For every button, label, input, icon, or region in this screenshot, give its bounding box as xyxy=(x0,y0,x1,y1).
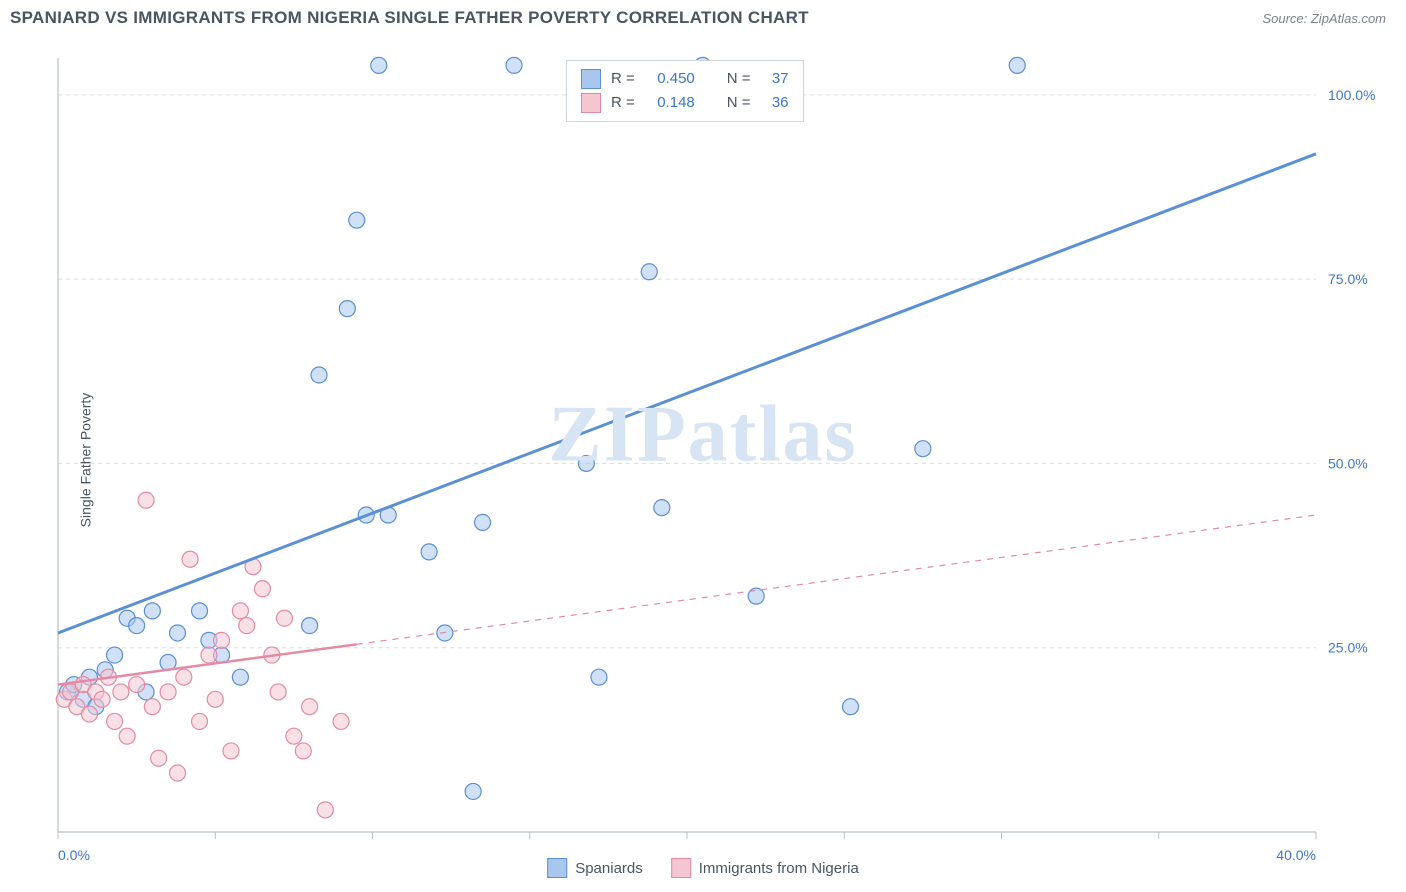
trend-line-extrapolated xyxy=(357,515,1316,644)
data-point xyxy=(239,618,255,634)
data-point xyxy=(317,802,333,818)
x-tick-label: 40.0% xyxy=(1276,847,1316,863)
data-point xyxy=(232,669,248,685)
data-point xyxy=(302,618,318,634)
chart-area: Single Father Poverty ZIPatlas 25.0%50.0… xyxy=(10,38,1396,882)
source-attribution: Source: ZipAtlas.com xyxy=(1262,11,1386,26)
data-point xyxy=(591,669,607,685)
y-tick-label: 50.0% xyxy=(1328,455,1368,471)
data-point xyxy=(107,647,123,663)
chart-header: SPANIARD VS IMMIGRANTS FROM NIGERIA SING… xyxy=(0,0,1406,32)
data-point xyxy=(192,713,208,729)
data-point xyxy=(144,699,160,715)
data-point xyxy=(641,264,657,280)
data-point xyxy=(1009,57,1025,73)
legend-label: Spaniards xyxy=(575,860,643,877)
correlation-stats-box: R = 0.450 N = 37 R = 0.148 N = 36 xyxy=(566,60,804,122)
r-value: 0.148 xyxy=(645,91,695,115)
data-point xyxy=(506,57,522,73)
r-value: 0.450 xyxy=(645,67,695,91)
data-point xyxy=(207,691,223,707)
n-value: 37 xyxy=(761,67,789,91)
n-value: 36 xyxy=(761,91,789,115)
legend-item: Spaniards xyxy=(547,858,643,878)
n-label: N = xyxy=(727,67,751,91)
data-point xyxy=(371,57,387,73)
data-point xyxy=(176,669,192,685)
data-point xyxy=(295,743,311,759)
data-point xyxy=(311,367,327,383)
data-point xyxy=(475,514,491,530)
data-point xyxy=(286,728,302,744)
data-point xyxy=(170,765,186,781)
legend-label: Immigrants from Nigeria xyxy=(699,860,859,877)
series-swatch xyxy=(547,858,567,878)
series-swatch xyxy=(671,858,691,878)
data-point xyxy=(302,699,318,715)
data-point xyxy=(151,750,167,766)
y-axis-label: Single Father Poverty xyxy=(77,393,93,528)
y-tick-label: 75.0% xyxy=(1328,271,1368,287)
data-point xyxy=(654,500,670,516)
data-point xyxy=(182,551,198,567)
series-legend: Spaniards Immigrants from Nigeria xyxy=(547,858,859,878)
data-point xyxy=(349,212,365,228)
data-point xyxy=(421,544,437,560)
data-point xyxy=(160,684,176,700)
data-point xyxy=(94,691,110,707)
data-point xyxy=(138,492,154,508)
data-point xyxy=(81,706,97,722)
chart-title: SPANIARD VS IMMIGRANTS FROM NIGERIA SING… xyxy=(10,8,809,28)
y-tick-label: 25.0% xyxy=(1328,640,1368,656)
data-point xyxy=(465,783,481,799)
data-point xyxy=(223,743,239,759)
scatter-chart: 25.0% 50.0% 75.0% 100.0% 0.0% 40.0% xyxy=(10,38,1396,882)
stats-row: R = 0.148 N = 36 xyxy=(581,91,789,115)
data-point xyxy=(232,603,248,619)
data-point xyxy=(339,301,355,317)
data-point xyxy=(201,647,217,663)
n-label: N = xyxy=(727,91,751,115)
series-swatch xyxy=(581,69,601,89)
data-point xyxy=(748,588,764,604)
data-point xyxy=(170,625,186,641)
data-point xyxy=(578,455,594,471)
series-swatch xyxy=(581,93,601,113)
data-point xyxy=(144,603,160,619)
data-point xyxy=(843,699,859,715)
data-point xyxy=(113,684,129,700)
r-label: R = xyxy=(611,91,635,115)
trend-line xyxy=(58,154,1316,633)
stats-row: R = 0.450 N = 37 xyxy=(581,67,789,91)
data-point xyxy=(129,677,145,693)
data-point xyxy=(915,441,931,457)
data-point xyxy=(270,684,286,700)
data-point xyxy=(254,581,270,597)
data-point xyxy=(119,728,135,744)
data-point xyxy=(276,610,292,626)
data-point xyxy=(129,618,145,634)
data-point xyxy=(333,713,349,729)
data-point xyxy=(192,603,208,619)
r-label: R = xyxy=(611,67,635,91)
data-point xyxy=(107,713,123,729)
y-tick-label: 100.0% xyxy=(1328,87,1375,103)
x-tick-label: 0.0% xyxy=(58,847,90,863)
legend-item: Immigrants from Nigeria xyxy=(671,858,859,878)
data-point xyxy=(214,632,230,648)
